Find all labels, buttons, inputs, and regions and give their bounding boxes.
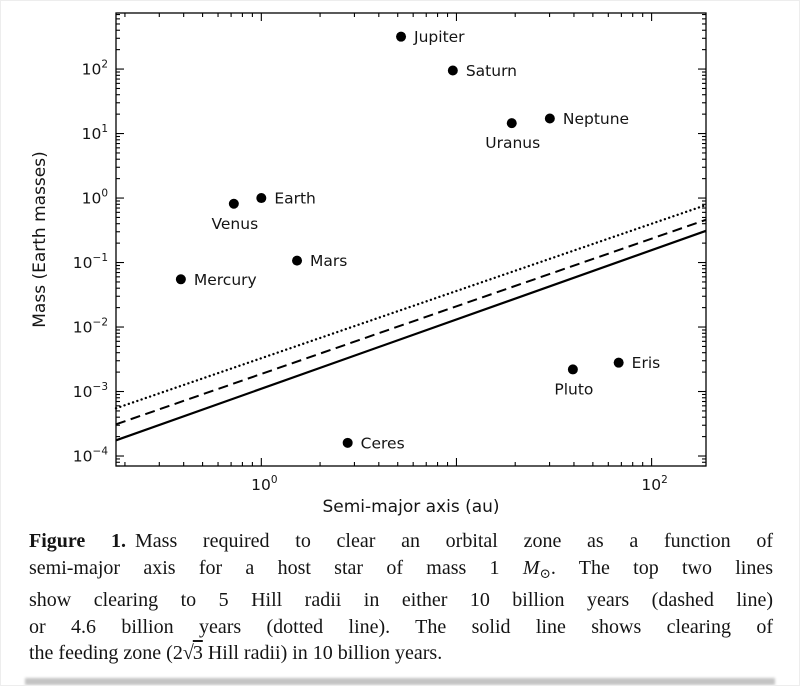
- y-tick-label: 100: [82, 188, 108, 208]
- point-label-saturn: Saturn: [466, 62, 517, 80]
- point-label-ceres: Ceres: [361, 434, 405, 452]
- caption-line: show clearing to 5 Hill radii in either …: [29, 587, 773, 614]
- caption-text-segment: Figure 1.: [29, 530, 126, 552]
- caption-line: the feeding zone (2√3 Hill radii) in 10 …: [29, 640, 773, 667]
- mass-vs-semimajor-axis-chart: 100 102 102 101 100 10−1 10−2 10−3 10−4 Semi-majo…: [30, 12, 708, 516]
- point-earth: [256, 193, 267, 204]
- caption-text-segment: the feeding zone (2: [29, 642, 183, 665]
- point-ceres: [342, 437, 353, 448]
- caption-line: semi-major axis for a host star of mass …: [29, 555, 773, 587]
- point-label-neptune: Neptune: [563, 110, 629, 128]
- caption-text-segment: or 4.6 billion years (dotted line). The …: [29, 615, 773, 638]
- x-axis-label: Semi-major axis (au): [322, 497, 499, 516]
- axis-ticks: [116, 13, 706, 467]
- y-tick-label: 102: [82, 59, 108, 79]
- point-label-venus: Venus: [212, 215, 259, 233]
- point-label-earth: Earth: [274, 190, 316, 208]
- caption-text-segment: M: [522, 556, 540, 579]
- point-label-jupiter: Jupiter: [413, 28, 465, 46]
- caption-text-segment: √: [182, 642, 194, 665]
- dotted-clearing-line: [114, 203, 708, 410]
- caption-text-segment: semi-major axis for a host star of mass …: [29, 556, 523, 579]
- y-tick-label: 10−2: [73, 317, 108, 337]
- caption-line: or 4.6 billion years (dotted line). The …: [29, 614, 773, 641]
- point-mercury: [175, 274, 186, 285]
- caption-text-segment: Hill radii) in 10 billion years.: [202, 642, 443, 665]
- cropped-next-text-line: [25, 678, 775, 685]
- y-tick-label: 101: [82, 123, 108, 143]
- point-eris: [613, 357, 624, 368]
- figure-caption: Figure 1. Mass required to clear an orbit…: [29, 528, 773, 667]
- x-tick-label: 102: [641, 474, 667, 494]
- point-venus: [228, 198, 239, 209]
- caption-line: Figure 1. Mass required to clear an orbit…: [29, 528, 773, 555]
- y-tick-label: 10−4: [73, 446, 109, 466]
- caption-text-segment: Mass required to clear an orbital zone a…: [135, 530, 773, 552]
- caption-text-segment: . The top two lines: [550, 556, 774, 579]
- caption-text-segment: 3: [192, 642, 203, 665]
- point-label-pluto: Pluto: [554, 380, 593, 398]
- y-tick-label: 10−3: [73, 381, 108, 401]
- point-label-mars: Mars: [310, 252, 347, 270]
- point-pluto: [567, 364, 578, 375]
- point-label-eris: Eris: [632, 354, 661, 372]
- clearing-lines: [114, 203, 708, 442]
- solid-clearing-line: [115, 229, 707, 442]
- y-tick-label: 10−1: [73, 252, 108, 272]
- y-axis-label: Mass (Earth masses): [30, 151, 50, 327]
- point-uranus: [506, 118, 517, 129]
- point-neptune: [544, 113, 555, 124]
- point-saturn: [447, 65, 458, 76]
- point-label-mercury: Mercury: [194, 271, 257, 289]
- caption-text-segment: show clearing to 5 Hill radii in either …: [29, 588, 773, 611]
- point-mars: [292, 255, 303, 266]
- plot-frame: [115, 12, 707, 467]
- point-label-uranus: Uranus: [485, 134, 540, 152]
- x-tick-label: 100: [251, 474, 277, 494]
- caption-text-segment: ⊙: [539, 565, 551, 581]
- point-jupiter: [396, 31, 407, 42]
- dashed-clearing-line: [115, 218, 707, 426]
